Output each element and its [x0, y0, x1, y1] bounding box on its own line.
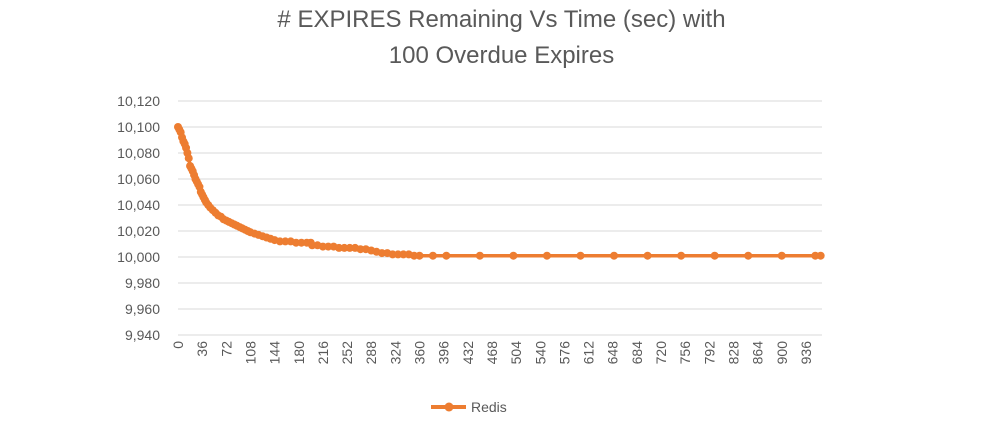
- data-point: [428, 251, 437, 260]
- y-tick-label: 10,060: [117, 171, 160, 187]
- data-point: [542, 251, 551, 260]
- x-tick-label: 900: [774, 341, 790, 365]
- y-tick-label: 9,940: [125, 327, 160, 343]
- x-tick-label: 216: [315, 341, 331, 365]
- x-tick-label: 540: [532, 341, 548, 365]
- data-point: [442, 251, 451, 260]
- x-tick-label: 144: [267, 341, 283, 365]
- x-tick-label: 504: [508, 341, 524, 365]
- x-tick-label: 576: [556, 341, 572, 365]
- y-tick-label: 10,120: [117, 93, 160, 109]
- data-point: [643, 251, 652, 260]
- x-tick-label: 36: [194, 341, 210, 357]
- x-tick-label: 684: [629, 341, 645, 365]
- x-tick-label: 324: [387, 341, 403, 365]
- data-point: [677, 251, 686, 260]
- x-tick-label: 936: [798, 341, 814, 365]
- data-point: [184, 154, 193, 163]
- legend-marker-icon: [444, 402, 454, 412]
- y-tick-label: 10,080: [117, 145, 160, 161]
- x-tick-label: 360: [412, 341, 428, 365]
- x-tick-label: 432: [460, 341, 476, 365]
- x-tick-label: 612: [581, 341, 597, 365]
- y-tick-label: 10,100: [117, 119, 160, 135]
- data-point: [610, 251, 619, 260]
- x-tick-label: 72: [218, 341, 234, 357]
- data-point: [475, 251, 484, 260]
- y-tick-label: 9,960: [125, 301, 160, 317]
- x-tick-label: 864: [750, 341, 766, 365]
- data-point: [816, 251, 825, 260]
- data-point: [415, 251, 424, 260]
- x-tick-label: 756: [677, 341, 693, 365]
- y-tick-label: 10,020: [117, 223, 160, 239]
- x-tick-label: 0: [170, 341, 186, 349]
- x-tick-label: 792: [701, 341, 717, 365]
- y-tick-label: 10,000: [117, 249, 160, 265]
- x-tick-label: 828: [725, 341, 741, 365]
- y-tick-label: 10,040: [117, 197, 160, 213]
- x-tick-label: 252: [339, 341, 355, 365]
- data-point: [576, 251, 585, 260]
- x-tick-label: 288: [363, 341, 379, 365]
- data-point: [509, 251, 518, 260]
- legend-label: Redis: [471, 399, 507, 415]
- x-tick-label: 180: [291, 341, 307, 365]
- data-point: [777, 251, 786, 260]
- x-tick-label: 396: [436, 341, 452, 365]
- y-tick-label: 9,980: [125, 275, 160, 291]
- x-tick-label: 648: [605, 341, 621, 365]
- data-point: [744, 251, 753, 260]
- x-tick-label: 108: [242, 341, 258, 365]
- data-point: [710, 251, 719, 260]
- chart-title: # EXPIRES Remaining Vs Time (sec) with: [277, 6, 726, 33]
- chart-subtitle: 100 Overdue Expires: [388, 42, 615, 69]
- x-tick-label: 468: [484, 341, 500, 365]
- x-tick-label: 720: [653, 341, 669, 365]
